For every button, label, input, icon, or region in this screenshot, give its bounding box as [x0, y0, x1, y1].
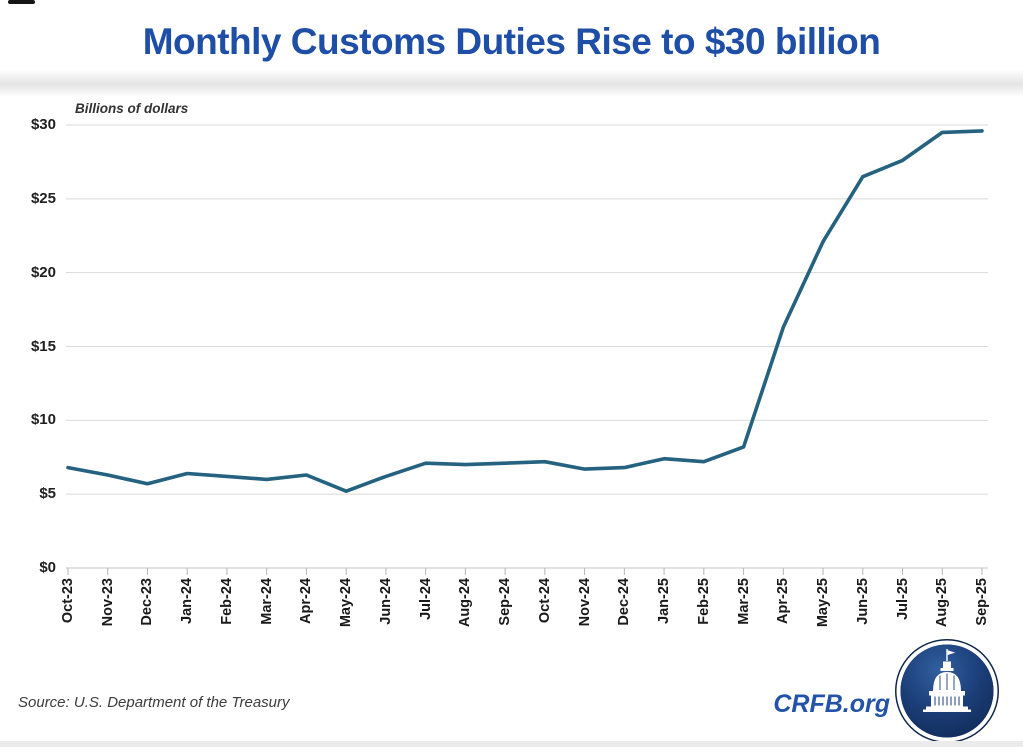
x-axis-tick-label: Aug-24 [457, 578, 474, 628]
x-axis-tick-label: Jun-25 [854, 578, 871, 625]
y-axis-tick-label: $15 [30, 337, 56, 355]
x-axis-tick-label: May-25 [815, 578, 832, 628]
y-axis-tick-label: $30 [30, 116, 56, 133]
x-axis-tick-label: Feb-24 [218, 578, 235, 625]
x-axis-tick-label: Dec-23 [139, 578, 156, 626]
top-left-artifact [8, 0, 35, 4]
x-axis-tick-label: Jun-24 [377, 578, 394, 625]
crfb-brand-text: CRFB.org [773, 690, 890, 718]
x-axis-tick-label: Oct-23 [60, 578, 76, 624]
x-axis-tick-label: Apr-25 [775, 578, 792, 624]
page-title: Monthly Customs Duties Rise to $30 billi… [142, 21, 881, 62]
capitol-dome-glyph [923, 649, 971, 712]
header-divider [0, 70, 1023, 97]
x-axis-tick-label: May-24 [338, 578, 355, 628]
y-axis-units-label: Billions of dollars [75, 101, 189, 116]
y-axis-tick-label: $0 [39, 559, 56, 576]
x-axis-tick-label: Jan-24 [179, 578, 196, 624]
x-axis-tick-label: Sep-25 [974, 578, 990, 626]
y-axis-tick-label: $10 [30, 411, 56, 429]
y-axis-tick-label: $20 [30, 263, 56, 281]
capitol-dome-logo-icon [895, 639, 999, 743]
source-note: Source: U.S. Department of the Treasury [18, 694, 290, 711]
x-axis-tick-label: Apr-24 [298, 578, 315, 624]
customs-duties-series-line [66, 129, 984, 494]
x-axis-tick-label: Nov-23 [99, 578, 116, 627]
y-axis-tick-label: $25 [30, 189, 56, 207]
x-axis-tick-label: Sep-24 [497, 578, 514, 626]
bottom-strip [0, 741, 1023, 747]
x-axis-tick-label: Jan-25 [656, 578, 673, 624]
x-axis-tick-label: Nov-24 [576, 578, 593, 627]
logo-white-ring [896, 640, 998, 742]
x-axis-tick-label: Oct-24 [536, 578, 553, 624]
x-axis-tick-label: Aug-25 [934, 578, 951, 628]
x-axis-tick-label: Mar-25 [735, 578, 752, 625]
y-axis-tick-label: $5 [39, 485, 56, 503]
x-axis-tick-label: Jul-25 [894, 578, 911, 620]
x-axis-tick-label: Mar-24 [258, 578, 275, 625]
x-axis-tick-label: Jul-24 [417, 578, 434, 620]
x-axis-tick-label: Dec-24 [616, 578, 633, 626]
x-axis-tick-label: Feb-25 [695, 578, 712, 625]
